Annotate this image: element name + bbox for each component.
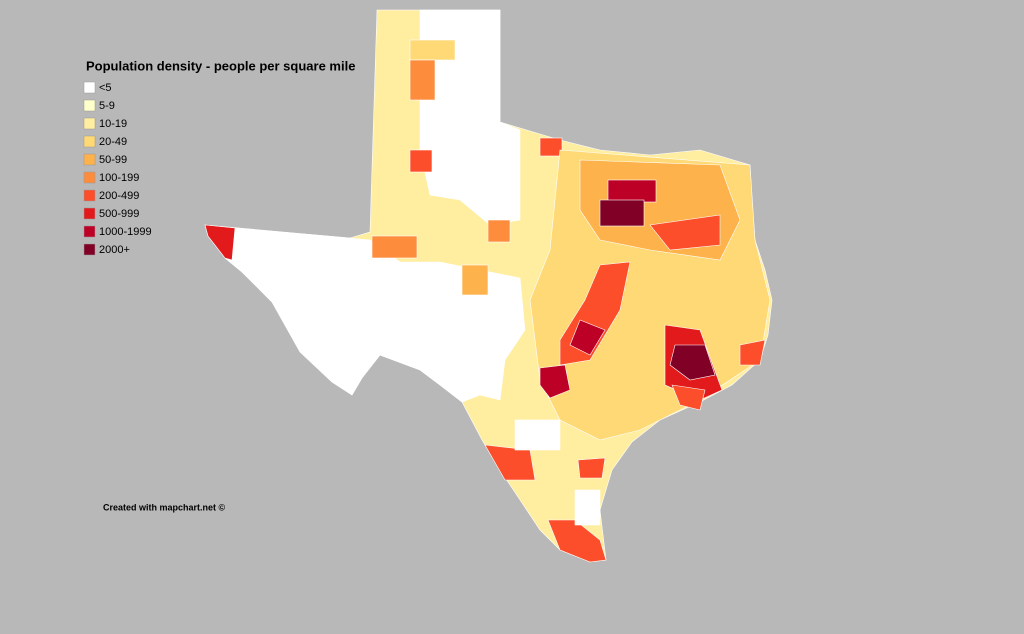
county [539,137,563,157]
county [461,264,489,296]
austin [569,319,606,356]
legend-label: 2000+ [99,244,130,256]
legend-swatch [83,117,96,130]
county [409,149,433,173]
legend-label: 1000-1999 [99,226,152,238]
legend-label: 5-9 [99,100,115,112]
legend-label: 500-999 [99,208,139,220]
san-antonio [539,364,571,399]
corpus-christi [577,457,606,479]
dallas-core [599,199,645,227]
legend: <5 5-9 10-19 20-49 50-99 100-199 200-499 500-99… [83,81,152,256]
legend-swatch [83,225,96,238]
texas-map [204,9,773,563]
galveston [671,384,706,411]
legend-label: 20-49 [99,136,127,148]
county [371,235,418,259]
county [409,59,436,101]
el-paso [204,224,236,261]
county [409,39,456,61]
legend-swatch [83,81,96,94]
county [649,214,721,251]
legend-label: 200-499 [99,190,139,202]
houston-core [669,344,716,381]
legend-label: 100-199 [99,172,139,184]
legend-label: 10-19 [99,118,127,130]
legend-swatch [83,243,96,256]
legend-label: 50-99 [99,154,127,166]
legend-swatch [83,99,96,112]
legend-swatch [83,171,96,184]
beaumont [739,339,766,366]
county [487,219,511,243]
credit: Created with mapchart.net © [103,502,226,512]
legend-title: Population density - people per square m… [86,58,355,73]
legend-label: <5 [99,82,112,94]
legend-swatch [83,189,96,202]
legend-swatch [83,207,96,220]
county [514,419,561,451]
legend-swatch [83,135,96,148]
legend-swatch [83,153,96,166]
county [574,489,601,526]
dallas-area [607,179,657,203]
west-region [224,227,526,403]
